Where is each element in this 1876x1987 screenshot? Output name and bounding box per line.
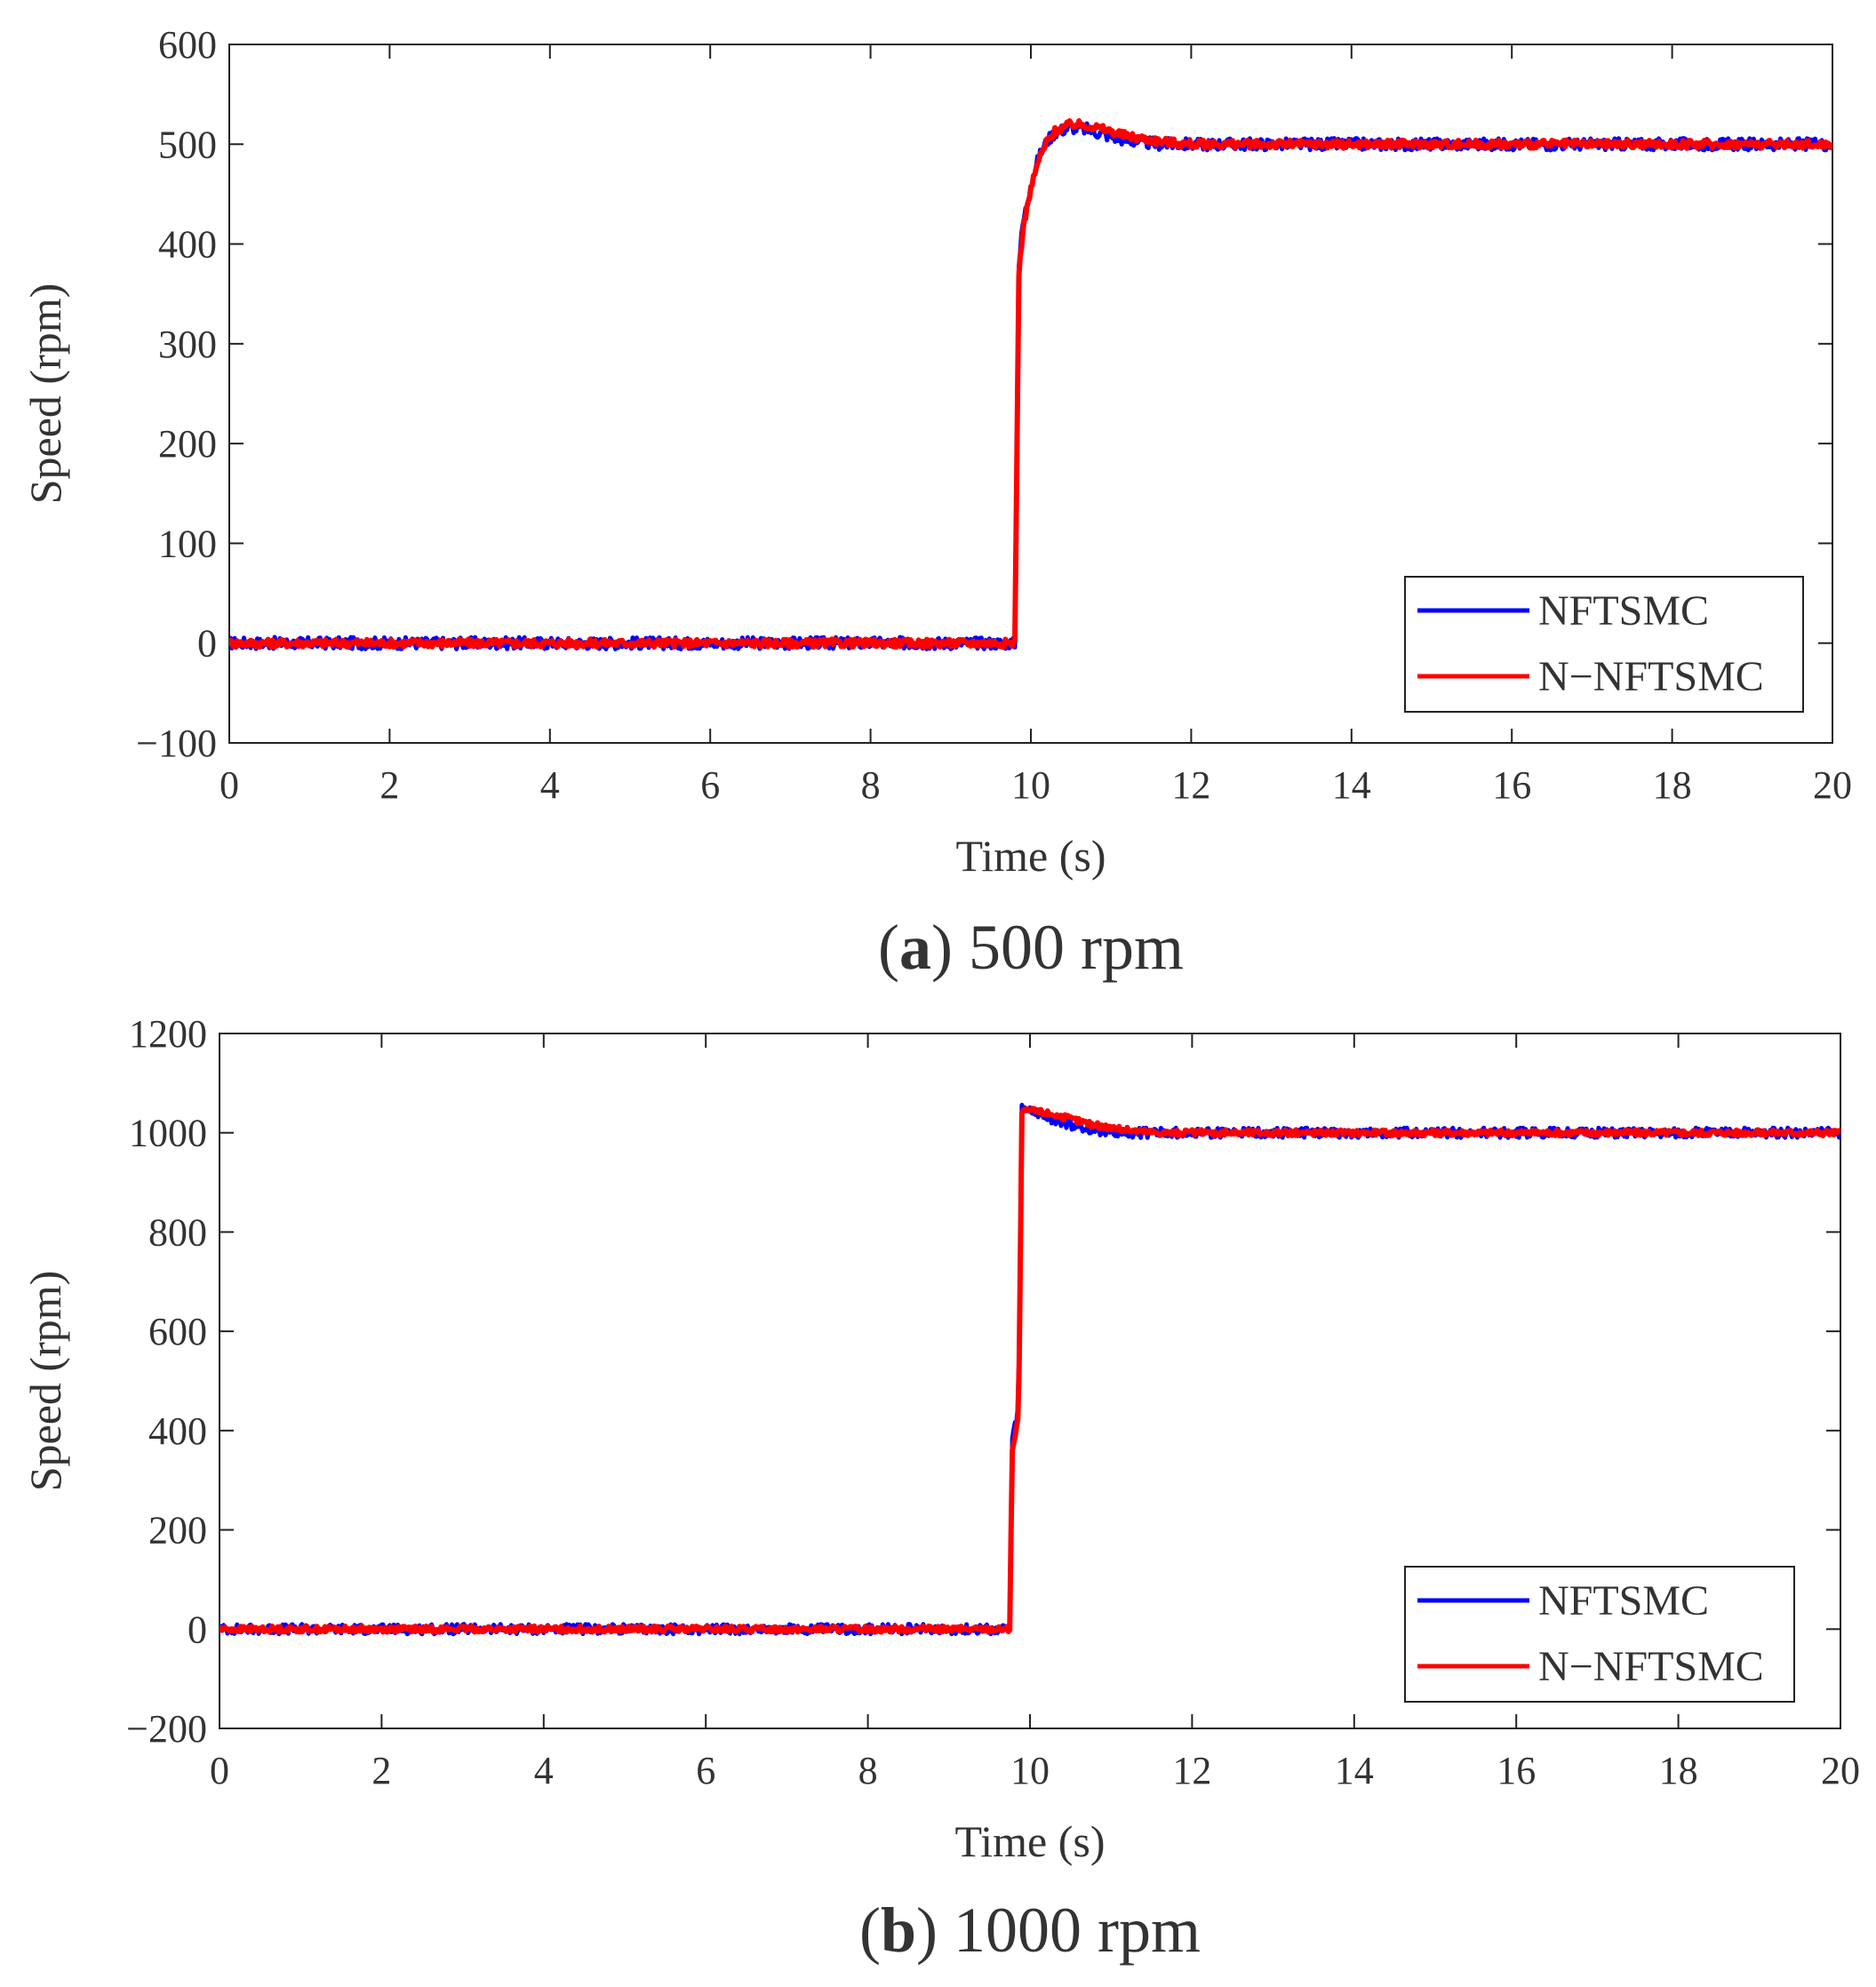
x-tick-label: 18: [1659, 1749, 1698, 1792]
x-tick-label: 12: [1171, 763, 1210, 807]
y-tick-label: 800: [148, 1210, 207, 1254]
series-line-n-nftsmc: [229, 118, 1832, 650]
legend-box: [1404, 576, 1804, 713]
x-tick-label: 12: [1172, 1749, 1211, 1792]
x-tick-label: 10: [1010, 1749, 1050, 1792]
y-tick-label: 600: [158, 23, 217, 67]
x-tick-label: 0: [220, 763, 239, 807]
y-tick-label: 0: [197, 622, 217, 666]
x-tick-label: 14: [1332, 763, 1371, 807]
caption-letter: a: [899, 912, 931, 983]
x-axis-label: Time (s): [954, 1816, 1105, 1866]
x-tick-label: 0: [210, 1749, 229, 1792]
legend: NFTSMC N−NFTSMC: [1404, 576, 1804, 713]
y-tick-label: 100: [158, 522, 217, 565]
legend-label: NFTSMC: [1538, 587, 1709, 634]
y-tick-label: 400: [148, 1409, 207, 1453]
y-axis-label: Speed (rpm): [20, 1271, 70, 1492]
y-tick-label: 0: [188, 1608, 207, 1651]
y-tick-label: −200: [126, 1707, 207, 1751]
y-tick-label: 200: [158, 422, 217, 466]
y-tick-label: 200: [148, 1509, 207, 1552]
x-tick-label: 18: [1653, 763, 1692, 807]
x-tick-label: 6: [700, 763, 720, 807]
x-tick-label: 4: [540, 763, 560, 807]
y-tick-label: 600: [148, 1310, 207, 1353]
series-line-n-nftsmc: [220, 1105, 1840, 1635]
legend-box: [1404, 1566, 1795, 1703]
x-tick-label: 14: [1335, 1749, 1374, 1792]
y-tick-label: 1000: [129, 1112, 207, 1155]
chart-b: 0 2 4 6 8 10 12 14 16 18 20−2000200400600800100012…: [20, 1012, 1860, 1966]
x-tick-label: 6: [696, 1749, 715, 1792]
y-tick-label: −100: [136, 722, 217, 765]
legend-label: N−NFTSMC: [1538, 653, 1764, 700]
chart-a: 0 2 4 6 8 10 12 14 16 18 20−1000100200300400500600…: [20, 23, 1852, 983]
legend-label: NFTSMC: [1538, 1577, 1709, 1624]
x-tick-label: 4: [534, 1749, 554, 1792]
x-tick-label: 2: [379, 763, 399, 807]
y-tick-label: 500: [158, 123, 217, 166]
series-group: [229, 118, 1832, 651]
y-tick-label: 400: [158, 223, 217, 267]
series-group: [220, 1103, 1840, 1637]
x-tick-label: 20: [1821, 1749, 1860, 1792]
x-tick-label: 16: [1492, 763, 1531, 807]
x-tick-label: 20: [1813, 763, 1852, 807]
x-tick-label: 2: [371, 1749, 391, 1792]
y-tick-label: 300: [158, 323, 217, 366]
y-tick-label: 1200: [129, 1012, 207, 1056]
figure-caption: (a) 500 rpm: [878, 912, 1184, 983]
y-axis-label: Speed (rpm): [20, 283, 70, 505]
x-tick-label: 10: [1011, 763, 1050, 807]
legend: NFTSMC N−NFTSMC: [1404, 1566, 1795, 1703]
x-tick-label: 16: [1497, 1749, 1536, 1792]
x-tick-label: 8: [861, 763, 881, 807]
caption-letter: b: [881, 1895, 916, 1966]
x-tick-label: 8: [858, 1749, 878, 1792]
x-axis-label: Time (s): [955, 831, 1106, 881]
legend-label: N−NFTSMC: [1538, 1643, 1764, 1690]
figure-caption: (b) 1000 rpm: [859, 1895, 1201, 1966]
